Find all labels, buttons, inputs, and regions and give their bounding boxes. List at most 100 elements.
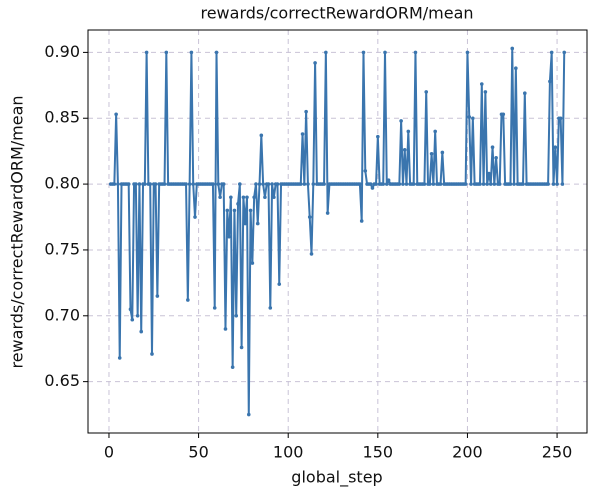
point (302, 182, 307, 186)
point (368, 182, 373, 186)
point (214, 50, 219, 55)
point (428, 182, 432, 186)
point (239, 345, 244, 350)
point (510, 46, 515, 51)
point (164, 50, 169, 55)
point (322, 182, 326, 186)
x-tick-label: 50 (188, 443, 208, 462)
point (130, 317, 135, 322)
point (478, 182, 482, 186)
point (263, 195, 267, 200)
point (324, 50, 328, 55)
point (370, 186, 375, 190)
point (431, 182, 436, 186)
point (465, 50, 470, 55)
point (304, 109, 308, 114)
point (481, 182, 486, 186)
x-tick-label: 100 (273, 443, 304, 462)
point (485, 182, 489, 186)
point (501, 112, 506, 117)
point (298, 182, 303, 186)
plot-frame (87, 29, 588, 434)
point (424, 90, 429, 94)
point (155, 294, 160, 298)
point (184, 182, 188, 186)
point (234, 313, 239, 318)
point (221, 182, 226, 186)
point (560, 182, 565, 186)
point (383, 50, 387, 55)
point (402, 148, 407, 152)
point (384, 182, 389, 186)
point (135, 313, 140, 318)
point (114, 112, 118, 117)
point (248, 208, 253, 213)
point (218, 195, 222, 200)
point (211, 182, 215, 186)
y-tick-label: 0.85 (44, 108, 80, 127)
point (193, 215, 197, 219)
point (272, 195, 276, 200)
point (374, 182, 378, 186)
point (399, 119, 403, 123)
point (186, 298, 190, 302)
point (230, 365, 235, 369)
point (521, 182, 525, 186)
chart-title: rewards/correctRewardORM/mean (200, 4, 473, 23)
point (523, 91, 527, 96)
point (128, 307, 133, 312)
point (548, 79, 552, 84)
point (257, 182, 262, 186)
point (137, 182, 142, 186)
point (266, 182, 271, 186)
point (212, 306, 217, 310)
point (553, 145, 558, 150)
point (311, 182, 316, 186)
point (313, 61, 317, 65)
point (413, 50, 418, 55)
point (497, 182, 502, 186)
point (250, 261, 255, 265)
point (404, 182, 409, 186)
point (238, 182, 242, 186)
x-axis-label: global_step (291, 468, 382, 488)
point (546, 182, 550, 186)
x-tick-label: 150 (363, 443, 394, 462)
point (153, 182, 158, 186)
point (223, 327, 228, 331)
point (252, 195, 256, 200)
point (126, 182, 131, 186)
point (236, 202, 240, 206)
point (150, 352, 154, 356)
point (494, 155, 498, 160)
x-tick-label: 250 (542, 443, 573, 462)
point (116, 182, 120, 186)
point (401, 182, 405, 186)
point (490, 145, 495, 150)
point (487, 171, 491, 176)
point (463, 182, 468, 186)
point (254, 182, 258, 186)
point (469, 182, 473, 186)
point (555, 182, 559, 186)
point (300, 132, 305, 136)
point (309, 252, 314, 256)
point (433, 129, 437, 134)
point (492, 182, 497, 186)
point (139, 329, 144, 334)
point (406, 129, 411, 134)
point (438, 182, 443, 186)
point (508, 182, 513, 186)
point (471, 116, 475, 121)
series-line (110, 47, 566, 416)
point (422, 182, 427, 186)
point (270, 182, 274, 186)
point (361, 50, 366, 55)
point (381, 182, 386, 186)
y-tick-label: 0.90 (44, 42, 80, 61)
point (227, 234, 231, 239)
point (275, 182, 280, 186)
x-tick-label: 200 (452, 443, 483, 462)
y-tick-label: 0.75 (44, 239, 80, 258)
